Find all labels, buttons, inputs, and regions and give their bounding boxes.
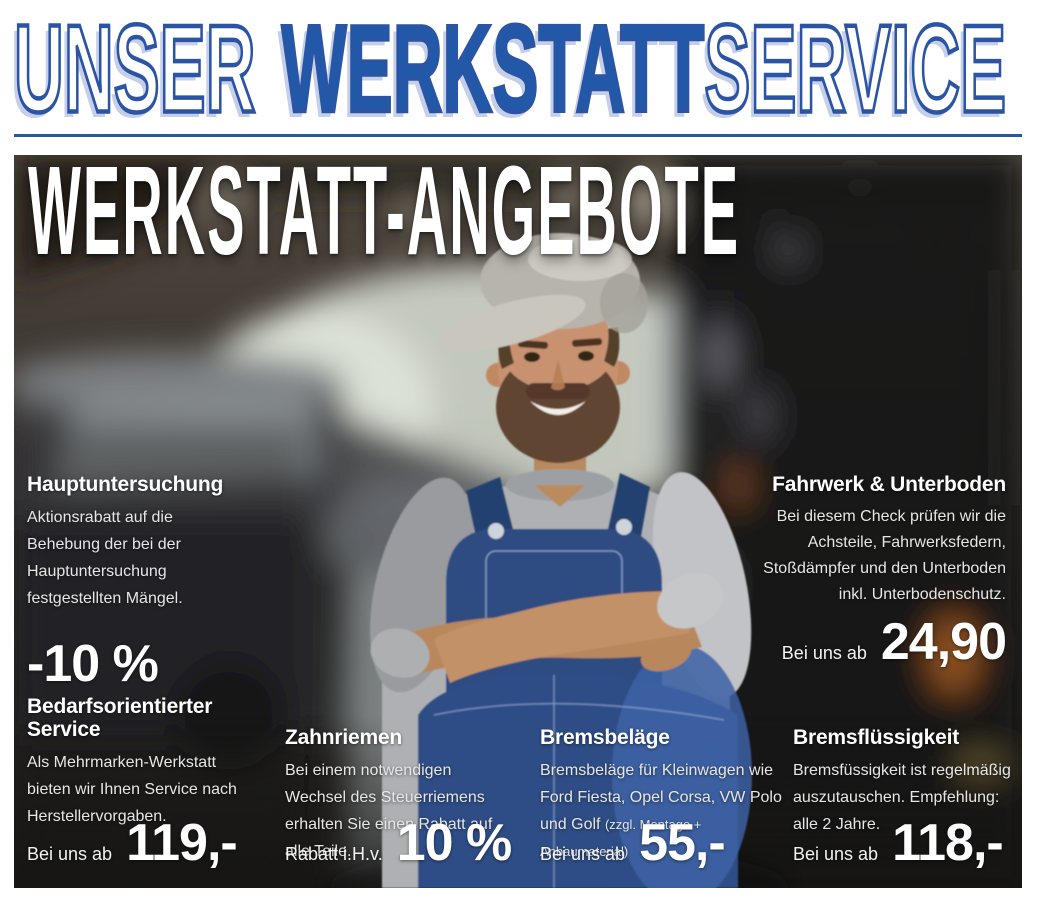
masthead-word-unser: UNSER: [13, 0, 257, 139]
price-prefix: Rabatt i.H.v.: [285, 844, 383, 864]
price-value: 55,-: [639, 814, 726, 872]
offer-price-row: Bei uns ab 24,90: [754, 613, 1007, 671]
offer-price-row: -10 %: [27, 638, 239, 690]
offer-hauptuntersuchung: Hauptuntersuchung Aktionsrabatt auf die …: [27, 473, 239, 690]
hero-headline: WERKSTATT-ANGEBOTE: [28, 155, 741, 281]
offer-bedarfsorientierter-service: Bedarfsorientierter Service Als Mehrmark…: [27, 695, 251, 830]
offer-fahrwerk-unterboden: Fahrwerk & Unterboden Bei diesem Check p…: [754, 473, 1007, 671]
offer-body: Als Mehrmarken-Werkstatt bieten wir Ihne…: [27, 754, 237, 825]
offer-price-prefix: Bei uns ab: [781, 643, 867, 663]
price-zahnriemen: Rabatt i.H.v. 10 %: [285, 814, 513, 872]
offer-body: Bei einem notwendigen Wechsel des Steuer…: [285, 762, 493, 860]
masthead-word-service: SERVICE: [703, 0, 1007, 139]
offer-title: Hauptuntersuchung: [27, 473, 224, 496]
offer-title: Bremsflüssigkeit: [793, 726, 960, 749]
masthead-divider-line: [14, 134, 1022, 137]
price-prefix: Bei uns ab: [540, 844, 626, 864]
offer-zahnriemen: Zahnriemen Bei einem notwendigen Wechsel…: [285, 726, 503, 865]
price-prefix: Bei uns ab: [793, 844, 879, 864]
offer-body: Bei diesem Check prüfen wir die Achsteil…: [763, 508, 1006, 603]
price-bremsfluessigkeit: Bei uns ab 118,-: [793, 814, 1004, 872]
price-value: 119,-: [126, 814, 238, 872]
offer-title: Bedarfsorientierter Service: [27, 695, 213, 741]
offer-body-smallprint: (zzgl. Montage + Anbaumaterial): [540, 817, 702, 859]
offer-price: -10 %: [27, 635, 159, 693]
price-value: 118,-: [892, 814, 1004, 872]
price-prefix: Bei uns ab: [27, 844, 113, 864]
masthead-word-werkstatt: WERKSTATT: [281, 0, 706, 139]
price-bedarfsorientierter-service: Bei uns ab 119,-: [27, 814, 238, 872]
offer-title: Fahrwerk & Unterboden: [772, 473, 1006, 496]
price-bremsbelaege: Bei uns ab 55,-: [540, 814, 726, 872]
offer-title: Zahnriemen: [285, 726, 403, 749]
workshop-photo-illustration: [14, 155, 1022, 888]
mechanic-figure: [370, 233, 752, 888]
offer-body: Bremsfüssigkeit ist regelmäßig auszutaus…: [793, 762, 1011, 833]
price-value: 10 %: [396, 814, 513, 872]
masthead-title: UNSER WERKSTATTSERVICE: [13, 5, 1008, 134]
offer-bremsbelaege: Bremsbeläge Bremsbeläge für Kleinwagen w…: [540, 726, 782, 865]
offer-body: Bremsbeläge für Kleinwagen wie Ford Fies…: [540, 757, 782, 865]
offer-title: Bremsbeläge: [540, 726, 670, 749]
offer-body-text: Bremsbeläge für Kleinwagen wie Ford Fies…: [540, 762, 782, 833]
offer-bremsfluessigkeit: Bremsflüssigkeit Bremsfüssigkeit ist reg…: [793, 726, 1021, 838]
offer-body: Aktionsrabatt auf die Behebung der bei d…: [27, 509, 183, 607]
offer-price: 24,90: [880, 613, 1007, 671]
workshop-photo: WERKSTATT-ANGEBOTE Hauptuntersuchung Akt…: [14, 155, 1022, 888]
